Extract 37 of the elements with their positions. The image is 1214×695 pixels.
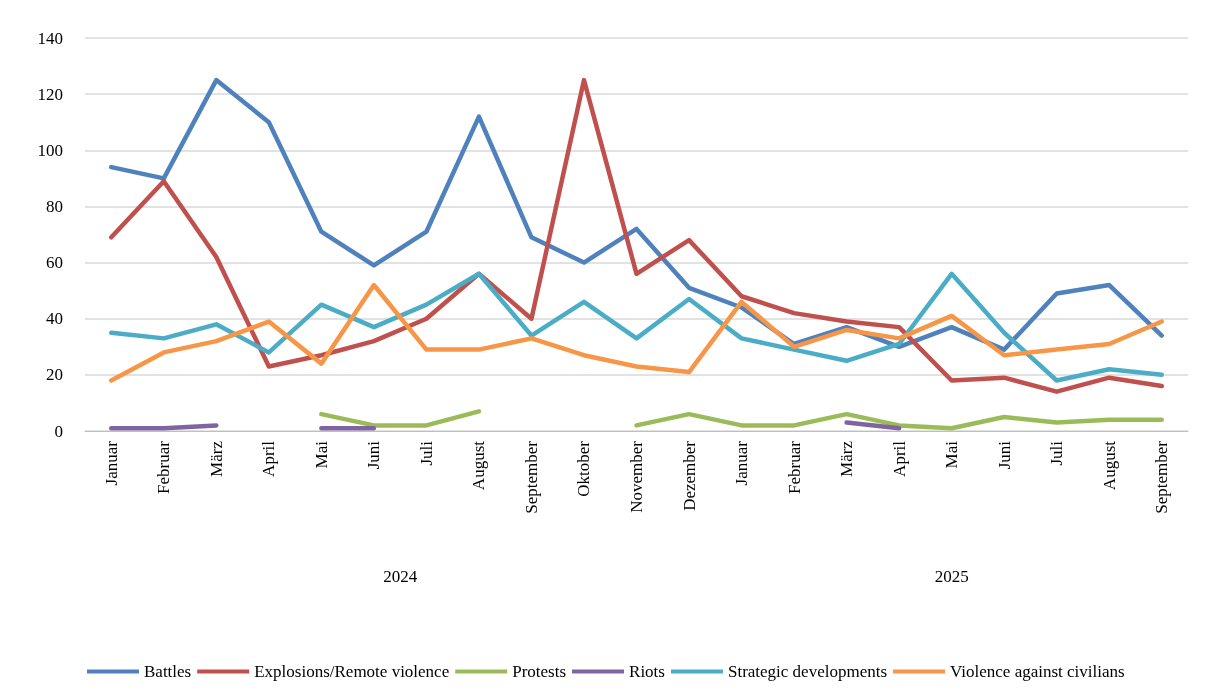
x-tick-label: April — [889, 440, 909, 477]
x-tick-label: Januar — [101, 440, 121, 486]
x-tick-label: Februar — [154, 440, 174, 494]
legend-label: Protests — [512, 662, 567, 681]
x-tick-label: März — [837, 440, 857, 477]
text: 2025 — [934, 567, 969, 586]
x-tick-label: März — [206, 440, 226, 477]
x-tick-label: Februar — [784, 440, 804, 494]
x-tick-label: Oktober — [574, 440, 594, 497]
y-tick-label: 80 — [46, 196, 63, 216]
legend-label: Strategic developments — [727, 662, 888, 681]
x-tick-label: September — [1152, 440, 1172, 514]
x-tick-label: November — [627, 440, 646, 513]
y-tick-label: 100 — [37, 140, 63, 160]
x-tick-label: April — [259, 440, 279, 477]
x-tick-label: September — [521, 440, 541, 514]
y-tick-label: 140 — [37, 28, 63, 48]
x-tick-label: Juli — [1047, 440, 1067, 466]
x-tick-label: Januar — [732, 440, 752, 486]
x-tick-label: Juni — [994, 440, 1014, 470]
x-tick-label: Dezember — [679, 440, 699, 511]
y-tick-label: 0 — [54, 421, 63, 441]
x-tick-label: August — [1099, 440, 1119, 491]
legend-label: Violence against civilians — [950, 662, 1125, 681]
x-tick-label: Mai — [942, 440, 962, 469]
text: 2024 — [383, 567, 418, 586]
legend-label: Riots — [629, 662, 665, 681]
legend-label: Explosions/Remote violence — [254, 662, 450, 681]
x-tick-label: Juni — [364, 440, 384, 470]
legend-label: Battles — [144, 662, 192, 681]
x-tick-label: Mai — [311, 440, 331, 469]
y-tick-label: 60 — [46, 253, 63, 273]
y-tick-label: 40 — [46, 309, 63, 329]
y-tick-label: 20 — [46, 365, 63, 385]
x-tick-label: August — [469, 440, 489, 491]
y-tick-label: 120 — [37, 84, 63, 104]
x-tick-label: Juli — [416, 440, 436, 466]
